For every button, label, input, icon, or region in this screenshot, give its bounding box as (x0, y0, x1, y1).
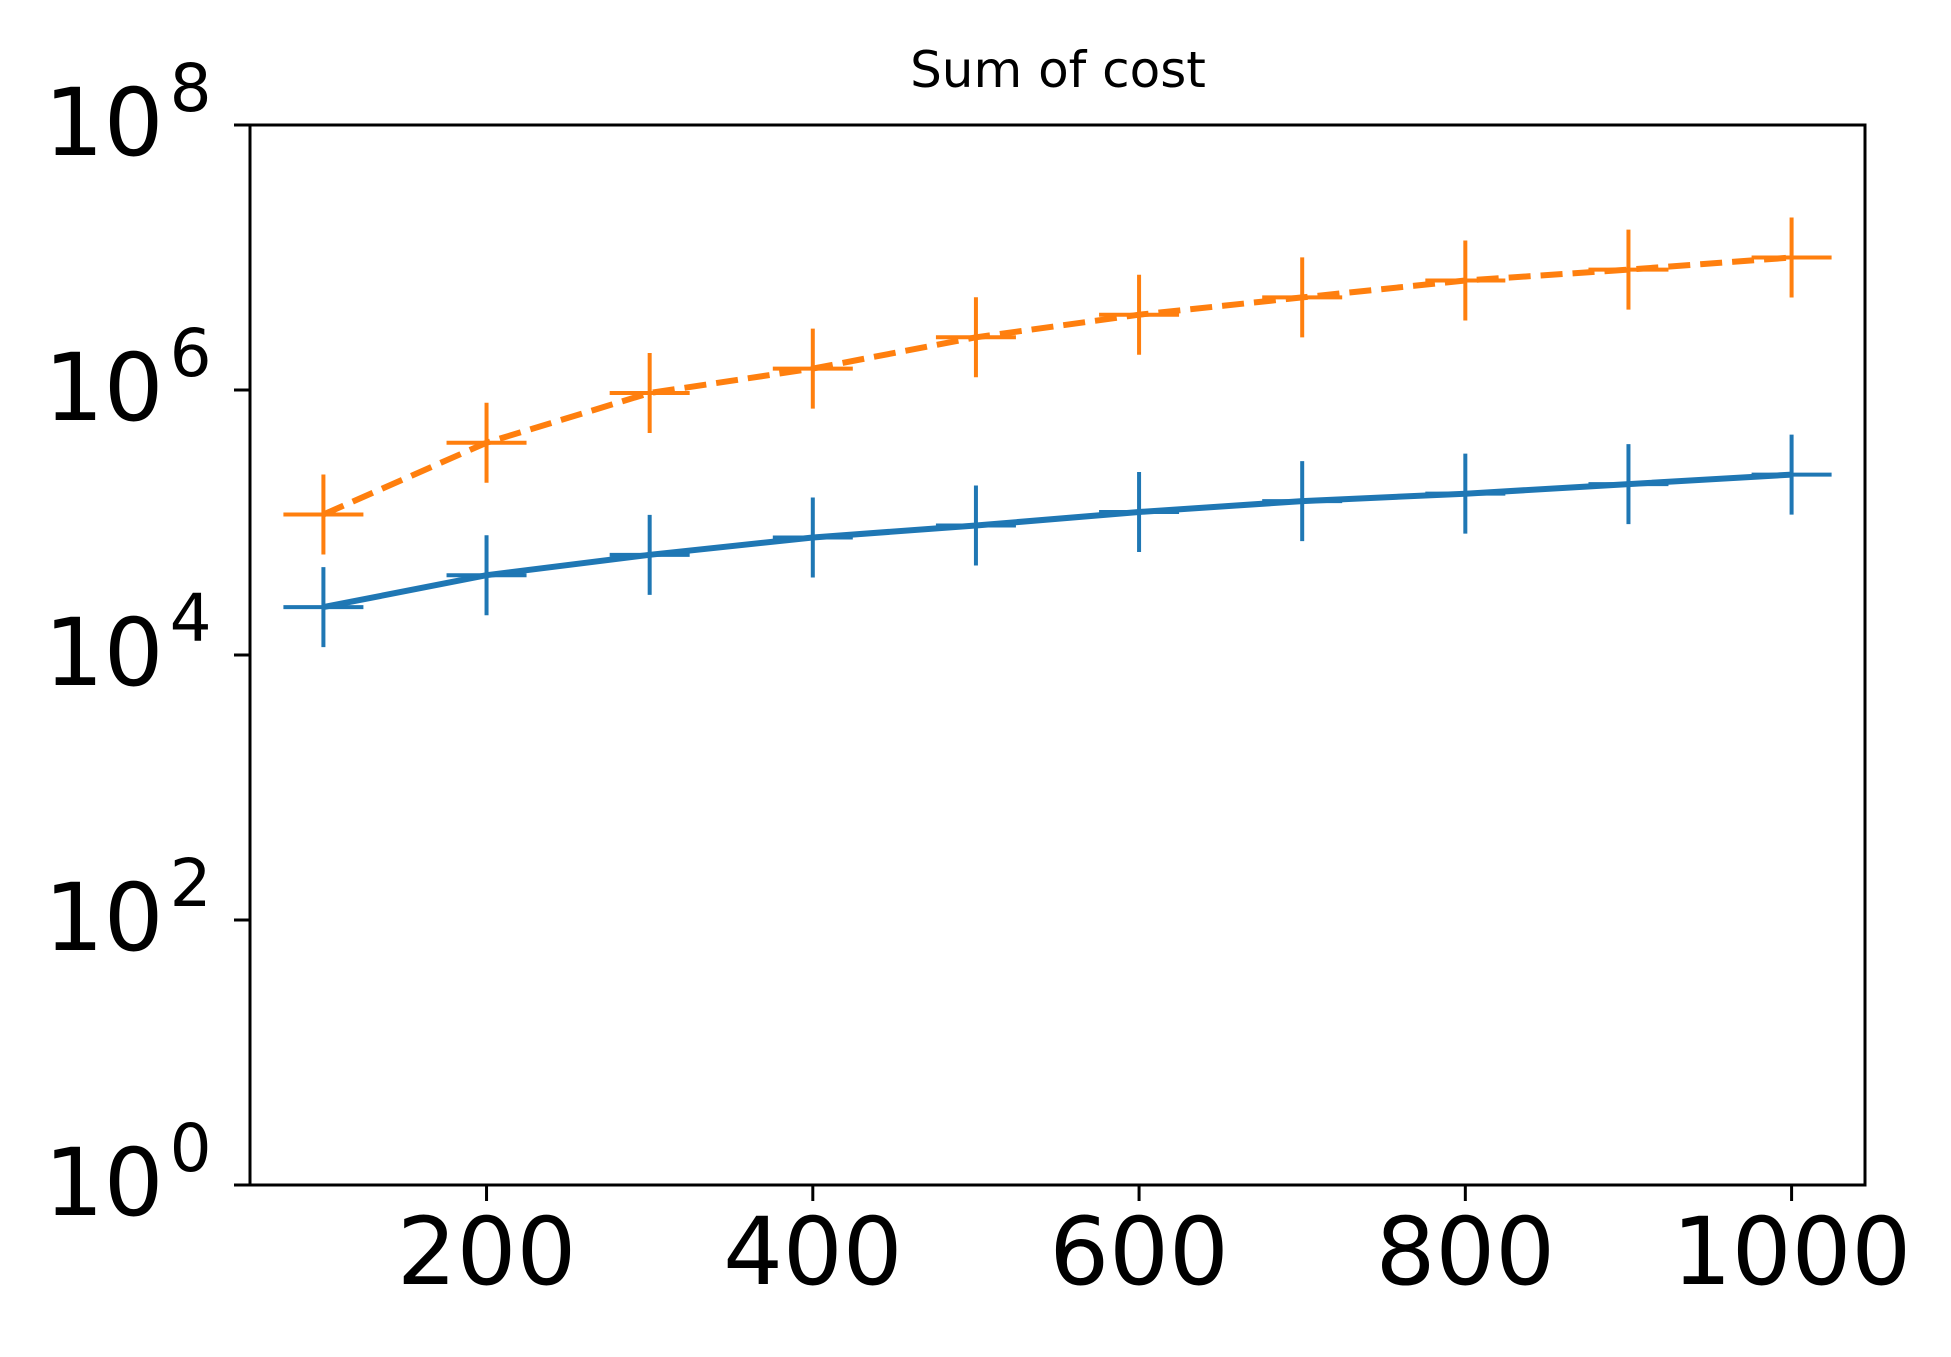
x-tick-label: 600 (1049, 1198, 1228, 1307)
y-tick-exponent: 4 (170, 580, 212, 657)
x-tick-label: 800 (1376, 1198, 1555, 1307)
series-2 (283, 217, 1832, 555)
series-1-point (1262, 461, 1343, 542)
series-layer (283, 217, 1832, 648)
y-tick-exponent: 0 (170, 1110, 212, 1187)
series-2-point (1751, 217, 1832, 298)
series-2-point (935, 297, 1016, 378)
chart-title: Sum of cost (910, 41, 1206, 99)
series-2-point (1588, 229, 1669, 310)
x-axis: 200 400 600 800 1000 (397, 1185, 1911, 1307)
series-2-point (446, 402, 527, 483)
series-1-point (772, 497, 853, 578)
x-tick-label: 400 (723, 1198, 902, 1307)
series-1 (283, 434, 1832, 648)
series-1-point (935, 485, 1016, 566)
x-tick-label: 200 (397, 1198, 576, 1307)
series-2-point (609, 352, 690, 433)
y-tick-exponent: 8 (170, 50, 212, 127)
series-1-point (283, 567, 364, 648)
series-2-point (1425, 240, 1506, 321)
series-1-line (322, 471, 1792, 611)
x-tick-label: 1000 (1672, 1198, 1911, 1307)
series-1-point (446, 535, 527, 616)
series-2-point (772, 328, 853, 409)
series-2-point (1099, 274, 1180, 355)
series-2-point (1262, 257, 1343, 338)
series-1-point (609, 514, 690, 595)
series-1-point (1425, 453, 1506, 534)
series-1-point (1099, 472, 1180, 553)
y-tick-exponent: 6 (170, 315, 212, 392)
series-2-line (322, 254, 1792, 518)
series-1-point (1588, 444, 1669, 525)
y-tick-exponent: 2 (170, 845, 212, 922)
series-1-point (1751, 434, 1832, 515)
series-2-point (283, 474, 364, 555)
y-tick-label: 106 (44, 315, 212, 443)
